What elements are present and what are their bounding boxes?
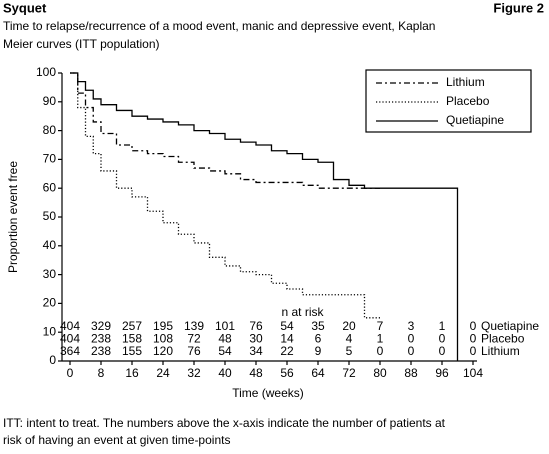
x-tick-label: 64	[311, 366, 325, 380]
x-tick-label: 40	[218, 366, 232, 380]
legend-label: Placebo	[446, 94, 490, 108]
x-tick-label: 32	[187, 366, 201, 380]
x-tick-label: 48	[249, 366, 263, 380]
x-tick-label: 8	[98, 366, 105, 380]
x-axis-label: Time (weeks)	[232, 386, 304, 400]
risk-count: 404	[60, 319, 80, 333]
risk-count: 1	[439, 319, 446, 333]
risk-count: 1	[377, 332, 384, 346]
risk-count: 0	[439, 344, 446, 358]
risk-count: 72	[187, 332, 201, 346]
y-axis-label: Proportion event free	[6, 161, 20, 273]
risk-count: 0	[377, 344, 384, 358]
y-tick-label: 30	[43, 267, 57, 281]
risk-count: 9	[315, 344, 322, 358]
risk-count: 404	[60, 332, 80, 346]
risk-count: 0	[408, 332, 415, 346]
km-curve	[70, 72, 459, 361]
risk-count: 364	[60, 344, 80, 358]
y-tick-label: 70	[43, 152, 57, 166]
x-tick-label: 72	[342, 366, 356, 380]
x-tick-label: 16	[125, 366, 139, 380]
x-tick-label: 104	[463, 366, 483, 380]
footnote: ITT: intent to treat. The numbers above …	[3, 416, 446, 430]
risk-row-label: Placebo	[481, 332, 525, 346]
y-tick-label: 40	[43, 238, 57, 252]
risk-count: 4	[346, 332, 353, 346]
chart-title: Time to relapse/recurrence of a mood eve…	[3, 19, 435, 33]
legend-label: Lithium	[446, 75, 485, 89]
header-left: Syquet	[3, 0, 47, 15]
risk-count: 14	[280, 332, 294, 346]
x-tick-label: 24	[156, 366, 170, 380]
y-tick-label: 50	[43, 209, 57, 223]
risk-count: 108	[153, 332, 173, 346]
risk-count: 5	[346, 344, 353, 358]
risk-count: 120	[153, 344, 173, 358]
risk-count: 76	[187, 344, 201, 358]
x-tick-label: 88	[404, 366, 418, 380]
x-tick-label: 56	[280, 366, 294, 380]
risk-count: 238	[91, 332, 111, 346]
risk-count: 76	[249, 319, 263, 333]
y-tick-label: 10	[43, 324, 57, 338]
risk-count: 6	[315, 332, 322, 346]
risk-count: 35	[311, 319, 325, 333]
risk-count: 3	[408, 319, 415, 333]
risk-count: 34	[249, 344, 263, 358]
risk-count: 257	[122, 319, 142, 333]
x-tick-label: 80	[373, 366, 387, 380]
x-tick-label: 96	[435, 366, 449, 380]
risk-count: 7	[377, 319, 384, 333]
risk-count: 329	[91, 319, 111, 333]
km-curve	[70, 72, 380, 189]
risk-row-label: Quetiapine	[481, 319, 539, 333]
legend-box	[365, 69, 532, 133]
risk-count: 54	[218, 344, 232, 358]
y-tick-label: 100	[36, 65, 56, 79]
risk-count: 195	[153, 319, 173, 333]
risk-count: 158	[122, 332, 142, 346]
risk-count: 101	[215, 319, 235, 333]
risk-count: 54	[280, 319, 294, 333]
risk-row-label: Lithium	[481, 344, 520, 358]
risk-count: 0	[470, 319, 477, 333]
risk-count: 22	[280, 344, 294, 358]
x-tick-label: 0	[67, 366, 74, 380]
figure-label: Figure 2	[493, 0, 544, 15]
y-tick-label: 80	[43, 123, 57, 137]
y-tick-label: 0	[49, 353, 56, 367]
risk-count: 20	[342, 319, 356, 333]
risk-count: 0	[470, 332, 477, 346]
risk-count: 238	[91, 344, 111, 358]
y-tick-label: 60	[43, 180, 57, 194]
risk-count: 0	[408, 344, 415, 358]
chart-title: Meier curves (ITT population)	[3, 37, 160, 51]
risk-count: 48	[218, 332, 232, 346]
risk-table-title: n at risk	[281, 305, 324, 319]
y-tick-label: 20	[43, 296, 57, 310]
risk-count: 0	[470, 344, 477, 358]
legend-label: Quetiapine	[446, 113, 504, 127]
risk-count: 155	[122, 344, 142, 358]
footnote: risk of having an event at given time-po…	[3, 433, 230, 447]
risk-count: 30	[249, 332, 263, 346]
risk-count: 139	[184, 319, 204, 333]
risk-count: 0	[439, 332, 446, 346]
y-tick-label: 90	[43, 94, 57, 108]
